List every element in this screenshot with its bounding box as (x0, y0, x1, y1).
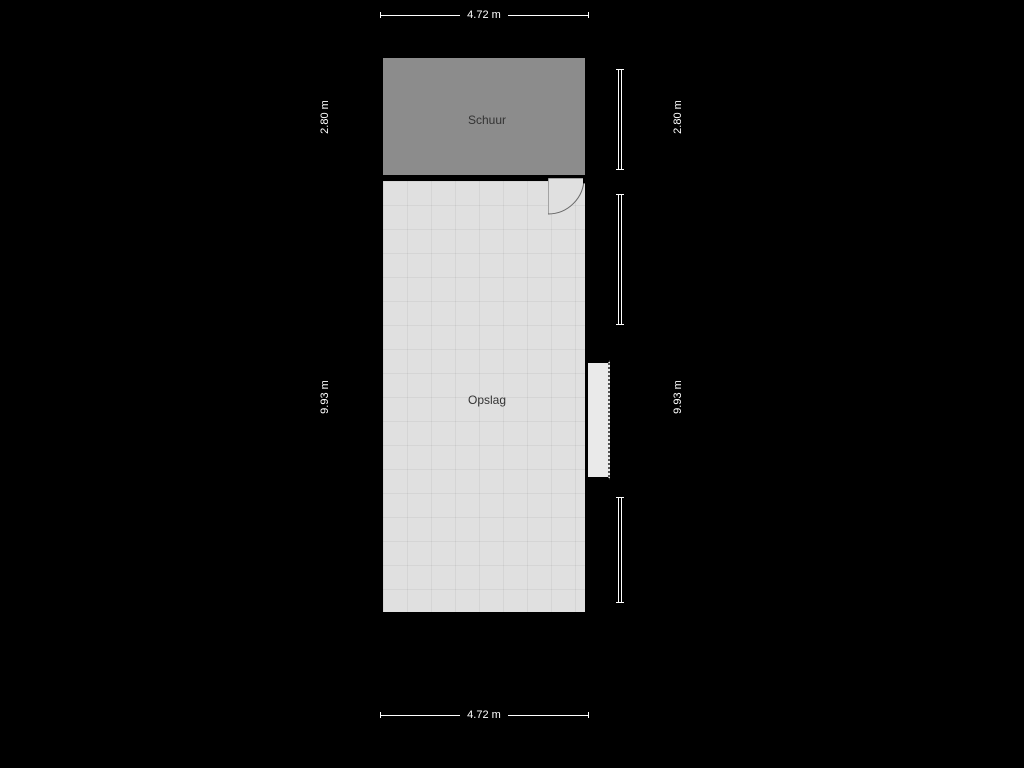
dimension-right-upper: 2.80 m (672, 100, 684, 134)
window-guide-line (618, 70, 619, 170)
door-swing-arc (548, 178, 586, 216)
opslag-annex (588, 360, 610, 480)
dimension-line (508, 715, 588, 716)
dimension-tick (380, 712, 381, 718)
dimension-line (380, 15, 460, 16)
window-guide-tick (616, 194, 624, 195)
dimension-bottom: 4.72 m (467, 709, 501, 721)
window-guide-tick (616, 602, 624, 603)
window-guide-line (621, 195, 622, 325)
dimension-right-lower: 9.93 m (672, 380, 684, 414)
window-guide-tick (616, 497, 624, 498)
dimension-line (508, 15, 588, 16)
dimension-tick (588, 12, 589, 18)
window-guide-line (618, 195, 619, 325)
dimension-left-lower: 9.93 m (319, 380, 331, 414)
window-guide-line (621, 498, 622, 603)
room-label-opslag: Opslag (468, 393, 506, 407)
window-guide-tick (616, 324, 624, 325)
dimension-line (380, 715, 460, 716)
floorplan-canvas: Schuur Opslag 4.72 m 4.72 m 2.80 m 9.93 … (0, 0, 1024, 768)
dimension-tick (380, 12, 381, 18)
room-label-schuur: Schuur (468, 113, 506, 127)
window-guide-tick (616, 169, 624, 170)
window-guide-line (621, 70, 622, 170)
room-schuur: Schuur (380, 55, 588, 178)
window-guide-line (618, 498, 619, 603)
partition-wall-stub (584, 175, 588, 181)
dimension-left-upper: 2.80 m (319, 100, 331, 134)
dimension-top: 4.72 m (467, 9, 501, 21)
room-opslag: Opslag (380, 178, 588, 615)
dimension-tick (588, 712, 589, 718)
partition-wall (380, 175, 548, 181)
window-guide-tick (616, 69, 624, 70)
